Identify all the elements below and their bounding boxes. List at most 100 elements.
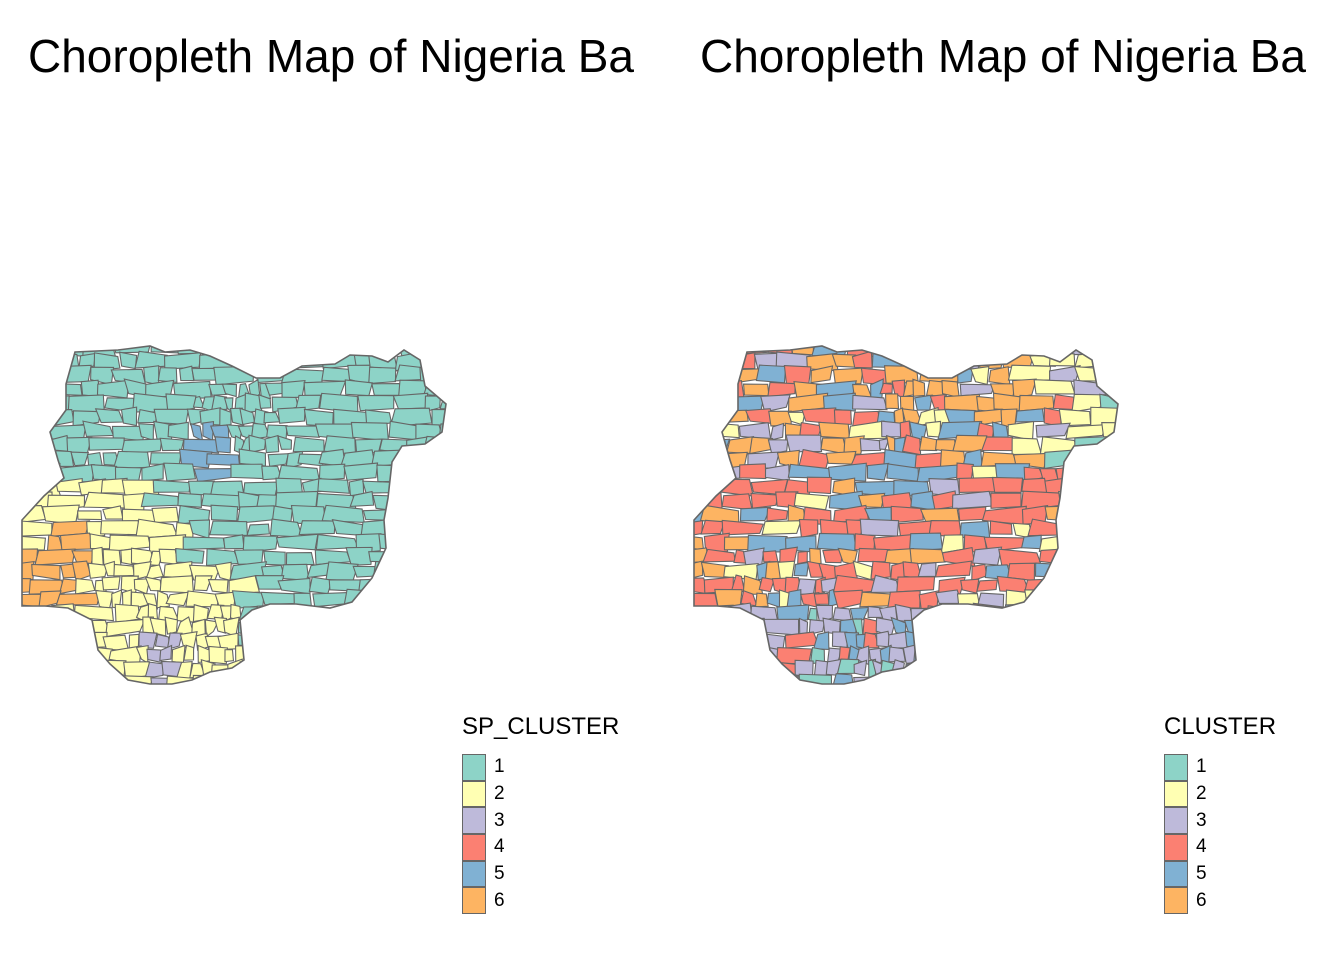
lga-region (1072, 521, 1101, 537)
lga-region (744, 631, 765, 652)
lga-region (806, 476, 832, 495)
legend-item: 6 (1164, 887, 1276, 915)
lga-region (1099, 564, 1118, 579)
lga-region (1058, 490, 1096, 510)
lga-region (256, 367, 286, 384)
legend-swatch (1164, 860, 1188, 888)
legend-item: 6 (462, 887, 619, 915)
lga-region (219, 407, 232, 427)
lga-region (755, 364, 787, 384)
lga-region (975, 355, 1004, 370)
lga-region (888, 674, 913, 684)
lga-region (793, 561, 810, 577)
nigeria-map-sp-cluster (21, 345, 447, 685)
lga-region (1047, 618, 1072, 638)
legend-label: 2 (1196, 783, 1207, 805)
lga-region (913, 394, 933, 411)
lga-region (100, 520, 142, 536)
lga-region (388, 496, 414, 510)
lga-region (120, 438, 163, 456)
lga-region (433, 520, 446, 539)
legend-label: 4 (1196, 836, 1207, 858)
lga-region (833, 409, 852, 426)
lga-region (380, 658, 425, 678)
lga-region (972, 546, 1003, 566)
lga-region (207, 579, 229, 594)
lga-region (859, 438, 882, 452)
lga-region (174, 346, 209, 355)
legend-label: 3 (494, 809, 505, 831)
lga-region (321, 504, 365, 523)
lga-region (277, 406, 306, 424)
lga-region (761, 520, 802, 536)
lga-region (901, 434, 922, 456)
lga-region (273, 350, 293, 369)
lga-region (1019, 672, 1044, 684)
lga-region (758, 576, 776, 593)
lga-region (1112, 477, 1118, 497)
legend-label: 1 (1196, 756, 1207, 778)
legend-item: 3 (462, 807, 619, 835)
lga-region (22, 453, 37, 466)
lga-region (976, 579, 998, 592)
lga-region (236, 346, 278, 357)
lga-region (694, 346, 708, 357)
lga-region (760, 394, 791, 413)
lga-region (919, 617, 953, 638)
lga-region (694, 409, 722, 428)
lga-region (1120, 393, 1154, 411)
lga-region (987, 660, 1031, 677)
lga-region (825, 450, 857, 465)
lga-region (22, 351, 31, 371)
lga-region (246, 523, 270, 536)
lga-region (22, 519, 53, 537)
lga-region (164, 616, 179, 635)
lga-region (960, 578, 980, 594)
lga-region (278, 632, 312, 652)
lga-region (815, 604, 834, 623)
lga-region (88, 437, 125, 451)
lga-region (73, 631, 108, 649)
lga-region (808, 619, 826, 635)
lga-region (389, 645, 430, 664)
lga-region (1011, 378, 1037, 398)
lga-region (694, 378, 707, 398)
legend-item: 5 (1164, 860, 1276, 888)
lga-region (978, 648, 1005, 665)
lga-region (1097, 661, 1118, 680)
lga-region (739, 506, 772, 522)
lga-region (362, 509, 392, 521)
lga-region (729, 617, 769, 636)
lga-region (223, 534, 245, 550)
lga-region (776, 604, 810, 624)
lga-region (70, 451, 90, 467)
lga-region (1113, 588, 1118, 609)
lga-region (1111, 602, 1118, 619)
lga-region (119, 351, 138, 370)
country-outline (21, 345, 447, 685)
lga-region (163, 560, 193, 579)
lga-region (285, 450, 304, 470)
lga-region (977, 346, 1005, 358)
lga-region (1057, 589, 1093, 610)
lga-region (694, 425, 708, 438)
lga-region (859, 518, 900, 537)
lga-region (848, 420, 887, 440)
lga-region (950, 648, 979, 665)
lga-region (308, 576, 333, 595)
lga-region (214, 436, 232, 454)
lga-region (1016, 346, 1059, 358)
legend-label: 6 (494, 889, 505, 911)
lga-region (221, 383, 238, 398)
lga-region (392, 392, 429, 410)
lga-region (298, 520, 336, 536)
lga-region (354, 617, 391, 638)
lga-region (721, 519, 765, 536)
lga-region (277, 577, 311, 595)
lga-region (1121, 537, 1159, 553)
lga-region (694, 605, 712, 621)
lga-region (204, 619, 219, 638)
legend-swatch (462, 807, 486, 835)
lga-region (53, 633, 79, 650)
lga-region (423, 677, 446, 684)
